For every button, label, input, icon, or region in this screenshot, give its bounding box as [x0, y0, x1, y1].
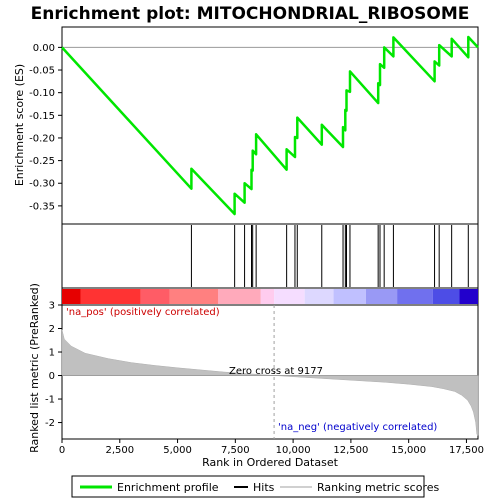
heatmap-segment	[365, 289, 398, 304]
x-tick-label: 7,500	[221, 445, 250, 456]
heatmap-segment	[169, 289, 218, 304]
legend-label-ranking-metric: Ranking metric scores	[317, 481, 439, 494]
heatmap-segment	[218, 289, 261, 304]
x-tick-label: 2,500	[105, 445, 134, 456]
heatmap-segment	[333, 289, 366, 304]
heatmap-segment	[260, 289, 275, 304]
es-y-tick-label: -0.25	[29, 156, 55, 167]
negative-correlation-label: 'na_neg' (negatively correlated)	[278, 422, 437, 433]
enrichment-profile	[61, 35, 479, 216]
es-y-tick-label: 0.00	[33, 43, 55, 54]
heatmap-segment	[274, 289, 305, 304]
legend: Enrichment profile Hits Ranking metric s…	[71, 475, 439, 498]
zero-cross-label: Zero cross at 9177	[229, 366, 323, 377]
metric-area	[61, 329, 479, 437]
heatmap-segment	[459, 289, 478, 304]
x-tick-label: 17,500	[449, 445, 484, 456]
rank-x-axis: 0 2,500 5,000 7,500 10,000 12,500 15,000 17,500	[59, 439, 484, 456]
es-y-tick-label: -0.15	[29, 111, 55, 122]
x-tick-label: 12,500	[333, 445, 368, 456]
x-tick-label: 10,000	[276, 445, 311, 456]
heatmap-segment	[62, 289, 81, 304]
ranked-metric-area	[61, 305, 479, 439]
metric-annotations: 'na_pos' (positively correlated) Zero cro…	[66, 307, 437, 433]
es-y-tick-label: -0.30	[29, 179, 55, 190]
x-tick-label: 15,000	[391, 445, 426, 456]
positive-correlation-label: 'na_pos' (positively correlated)	[66, 307, 220, 318]
metric-y-tick-label: 2	[49, 324, 55, 335]
x-tick-label: 0	[59, 445, 65, 456]
metric-y-tick-label: 0	[49, 371, 55, 382]
legend-label-hits: Hits	[253, 481, 275, 494]
metric-y-axis-label: Ranked list metric (PreRanked)	[28, 283, 41, 453]
chart-title: Enrichment plot: MITOCHONDRIAL_RIBOSOME	[31, 4, 470, 24]
es-y-axis-label: Enrichment score (ES)	[13, 64, 26, 186]
legend-label-enrichment-profile: Enrichment profile	[117, 481, 219, 494]
metric-y-tick-label: 1	[49, 348, 55, 359]
es-y-tick-label: -0.05	[29, 66, 55, 77]
rank-heatmap-bar	[62, 289, 478, 304]
metric-y-axis: 3 2 1 0 -1 -2	[45, 301, 62, 429]
heatmap-segment	[432, 289, 460, 304]
x-axis-label: Rank in Ordered Dataset	[202, 456, 339, 469]
heatmap-segment	[304, 289, 334, 304]
x-tick-label: 5,000	[163, 445, 192, 456]
hit-markers	[190, 225, 469, 287]
hits-panel-frame	[61, 223, 479, 289]
enrichment-panel-frame	[61, 26, 479, 225]
metric-y-tick-label: -2	[45, 418, 55, 429]
es-y-tick-label: -0.35	[29, 201, 55, 212]
es-y-tick-label: -0.10	[29, 88, 55, 99]
es-y-tick-label: -0.20	[29, 133, 55, 144]
heatmap-segment	[397, 289, 433, 304]
heatmap-segment	[80, 289, 141, 304]
es-y-axis: 0.00 -0.05 -0.10 -0.15 -0.20 -0.25 -0.30 -0.35	[29, 43, 62, 212]
metric-y-tick-label: 3	[49, 301, 55, 312]
heatmap-segment	[140, 289, 170, 304]
metric-y-tick-label: -1	[45, 395, 55, 406]
es-series-line-0	[61, 35, 479, 216]
